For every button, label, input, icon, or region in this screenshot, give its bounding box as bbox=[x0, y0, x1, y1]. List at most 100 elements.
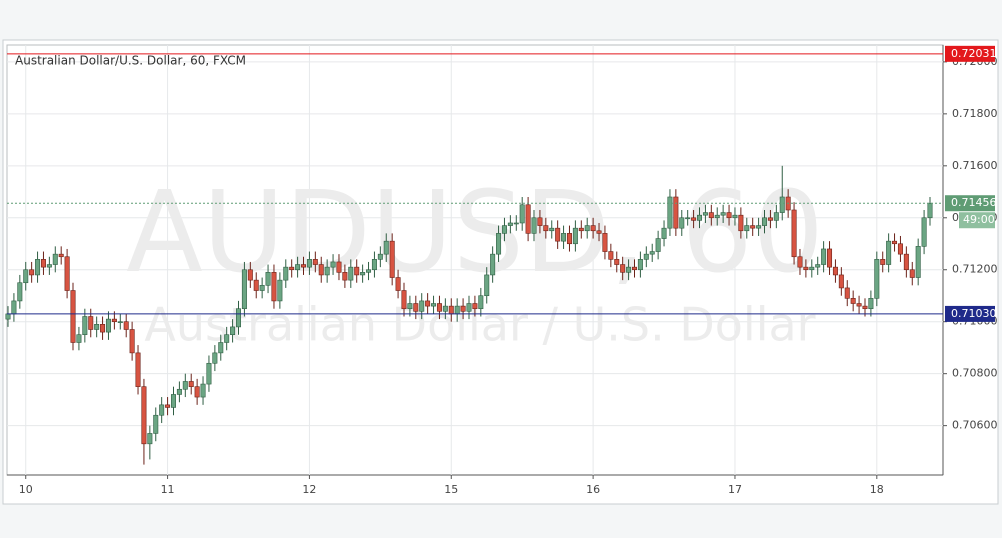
y-tick-label: 0.70600 bbox=[952, 419, 998, 432]
candle-body bbox=[159, 404, 165, 416]
candle-body bbox=[803, 266, 809, 271]
candle-body bbox=[602, 233, 608, 252]
candle-body bbox=[176, 388, 182, 395]
candle-body bbox=[306, 259, 312, 268]
countdown-box bbox=[959, 212, 995, 229]
candle-body bbox=[756, 225, 762, 229]
candle-body bbox=[484, 274, 490, 297]
chart-title: Australian Dollar/U.S. Dollar, 60, FXCM bbox=[15, 54, 246, 68]
candle-body bbox=[383, 240, 389, 255]
candle-body bbox=[123, 321, 129, 330]
candle-body bbox=[247, 269, 253, 281]
candle-body bbox=[856, 303, 862, 307]
candle-body bbox=[324, 266, 330, 276]
candle-body bbox=[265, 272, 271, 286]
candle-body bbox=[147, 433, 153, 445]
candle-body bbox=[230, 326, 236, 335]
candle-body bbox=[111, 318, 117, 323]
candle-body bbox=[312, 259, 318, 265]
candle-body bbox=[501, 225, 507, 234]
y-tick-label: 0.71600 bbox=[952, 159, 998, 172]
countdown-label: 49:00 bbox=[963, 213, 995, 226]
candle-body bbox=[897, 243, 903, 255]
candle-body bbox=[531, 217, 537, 234]
candle-body bbox=[525, 204, 531, 234]
candle-body bbox=[543, 225, 549, 232]
x-tick-label: 18 bbox=[870, 483, 884, 496]
candle-body bbox=[637, 259, 643, 271]
candle-body bbox=[815, 264, 821, 268]
candle-body bbox=[200, 383, 206, 398]
level-label: 0.71456 bbox=[951, 196, 997, 209]
candle-body bbox=[46, 264, 52, 268]
candle-body bbox=[259, 285, 265, 291]
candle-body bbox=[88, 316, 94, 330]
y-tick-label: 0.71800 bbox=[952, 107, 998, 120]
candle-body bbox=[838, 274, 844, 289]
candle-body bbox=[903, 253, 909, 271]
candle-body bbox=[29, 269, 35, 276]
candle-body bbox=[549, 227, 555, 232]
candle-body bbox=[413, 303, 419, 312]
candle-body bbox=[738, 214, 744, 232]
candle-body bbox=[886, 240, 892, 265]
candle-body bbox=[626, 266, 632, 273]
candle-body bbox=[448, 305, 454, 315]
plot-area bbox=[6, 44, 944, 476]
candle-body bbox=[389, 240, 395, 278]
level-label-box bbox=[945, 45, 995, 62]
candle-body bbox=[679, 217, 685, 229]
candle-body bbox=[206, 362, 212, 385]
candle-body bbox=[277, 279, 283, 302]
candle-body bbox=[744, 225, 750, 232]
candle-body bbox=[377, 253, 383, 260]
candle-body bbox=[35, 259, 41, 276]
candle-body bbox=[129, 329, 135, 354]
candle-body bbox=[892, 240, 898, 245]
level-label: 0.71030 bbox=[951, 307, 997, 320]
candle-body bbox=[507, 222, 513, 226]
candle-body bbox=[395, 277, 401, 291]
candle-body bbox=[283, 266, 289, 281]
candle-body bbox=[596, 230, 602, 234]
candle-body bbox=[844, 287, 850, 299]
candle-body bbox=[442, 305, 448, 312]
candle-body bbox=[135, 352, 141, 387]
candle-body bbox=[572, 227, 578, 245]
candle-body bbox=[182, 381, 188, 390]
candle-body bbox=[354, 266, 360, 276]
candle-body bbox=[555, 227, 561, 242]
candle-body bbox=[236, 308, 242, 328]
candle-body bbox=[301, 264, 307, 268]
candle-body bbox=[608, 251, 614, 260]
candle-body bbox=[827, 248, 833, 268]
candle-body bbox=[832, 266, 838, 276]
candle-body bbox=[561, 233, 567, 242]
candle-body bbox=[720, 212, 726, 216]
candle-body bbox=[188, 381, 194, 387]
candle-body bbox=[271, 272, 277, 302]
candle-body bbox=[708, 212, 714, 219]
candle-body bbox=[750, 225, 756, 229]
candle-body bbox=[165, 404, 171, 408]
candle-body bbox=[691, 217, 697, 221]
candle-body bbox=[64, 256, 70, 291]
candle-body bbox=[17, 282, 23, 302]
candle-body bbox=[454, 305, 460, 315]
candle-body bbox=[318, 264, 324, 276]
x-tick-label: 12 bbox=[302, 483, 316, 496]
candle-body bbox=[76, 334, 82, 343]
candle-body bbox=[714, 214, 720, 219]
candle-body bbox=[117, 321, 123, 324]
level-label: 0.72031 bbox=[951, 47, 997, 60]
candle-body bbox=[868, 298, 874, 310]
y-tick-label: 0.71200 bbox=[952, 263, 998, 276]
candle-body bbox=[419, 300, 425, 312]
candle-body bbox=[431, 303, 437, 307]
candle-body bbox=[371, 259, 377, 271]
candle-body bbox=[360, 272, 366, 276]
candle-body bbox=[809, 266, 815, 271]
candle-body bbox=[779, 196, 785, 213]
candle-body bbox=[342, 272, 348, 281]
